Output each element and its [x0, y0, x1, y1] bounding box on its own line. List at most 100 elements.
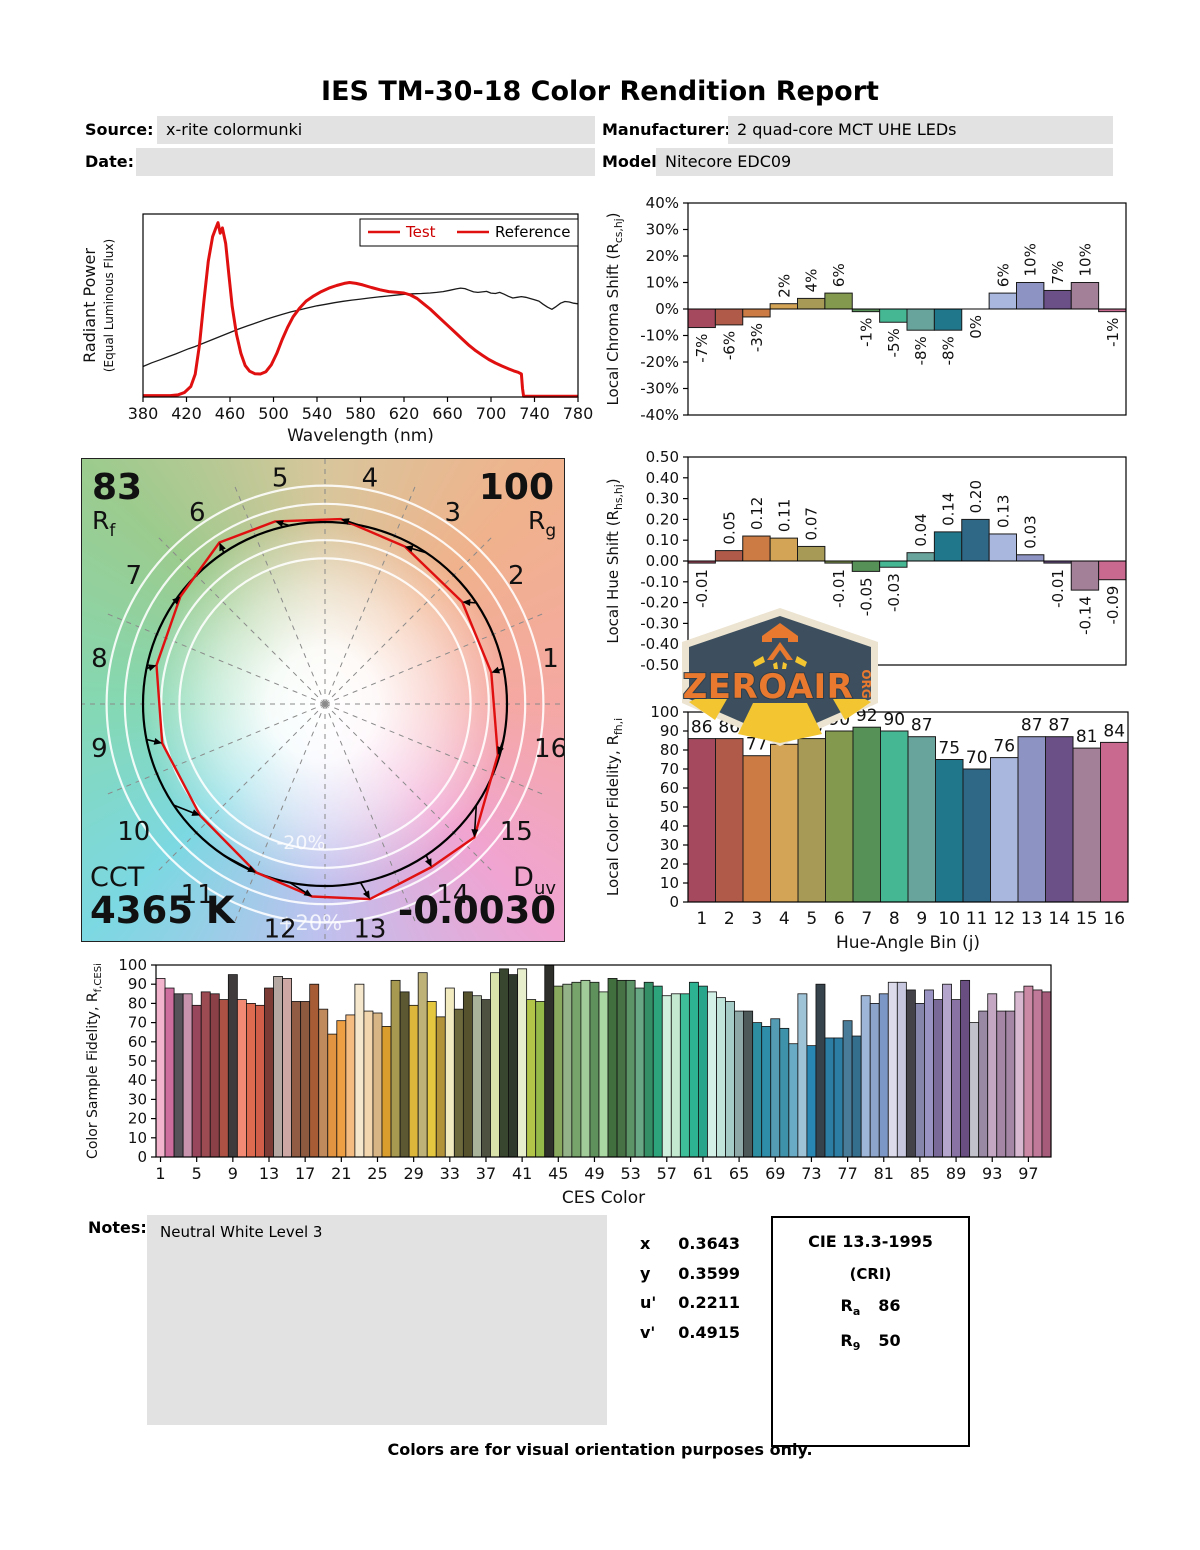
svg-text:-1%: -1% [857, 318, 875, 347]
svg-text:-7%: -7% [693, 334, 711, 363]
r9-base: R [840, 1331, 853, 1351]
chromaticity-row-v: v' 0.4915 [640, 1318, 740, 1348]
svg-text:3: 3 [751, 909, 762, 929]
svg-text:-6%: -6% [721, 331, 739, 360]
svg-text:0.20: 0.20 [646, 510, 679, 528]
svg-text:580: 580 [345, 404, 376, 423]
ra-base: R [840, 1296, 853, 1315]
svg-text:9: 9 [91, 734, 108, 764]
svg-text:13: 13 [1021, 909, 1043, 929]
svg-text:CCT: CCT [90, 862, 145, 893]
source-field: x-rite colormunki [157, 116, 595, 144]
svg-text:12: 12 [264, 915, 297, 941]
manufacturer-value: 2 quad-core MCT UHE LEDs [737, 120, 957, 139]
svg-text:540: 540 [302, 404, 333, 423]
svg-text:60: 60 [660, 779, 679, 797]
svg-text:-0.20: -0.20 [640, 594, 679, 612]
ra-sub: a [852, 1305, 861, 1319]
svg-text:4%: 4% [803, 269, 821, 293]
svg-text:7: 7 [861, 909, 872, 929]
svg-text:-3%: -3% [748, 323, 766, 352]
v-value: 0.4915 [678, 1322, 740, 1342]
svg-text:-0.10: -0.10 [640, 573, 679, 591]
svg-text:-0.03: -0.03 [885, 573, 903, 612]
svg-text:-0.14: -0.14 [1076, 596, 1094, 635]
svg-text:10: 10 [660, 874, 679, 892]
cri-subtitle: (CRI) [849, 1265, 892, 1283]
svg-text:460: 460 [215, 404, 246, 423]
svg-text:30: 30 [128, 1090, 147, 1108]
svg-text:Local Chroma Shift (Rcs,hj): Local Chroma Shift (Rcs,hj) [604, 212, 625, 405]
svg-text:0.10: 0.10 [646, 531, 679, 549]
svg-text:93: 93 [982, 1164, 1002, 1183]
svg-text:Radiant Power: Radiant Power [80, 248, 99, 363]
svg-text:0.12: 0.12 [748, 497, 766, 530]
svg-text:2: 2 [508, 561, 525, 591]
svg-text:41: 41 [512, 1164, 532, 1183]
svg-text:7: 7 [125, 561, 142, 591]
chromaticity-row-x: x 0.3643 [640, 1229, 740, 1259]
svg-text:13: 13 [353, 915, 386, 941]
svg-text:20: 20 [128, 1110, 147, 1128]
svg-text:76: 76 [993, 737, 1015, 757]
svg-text:30%: 30% [646, 221, 679, 239]
svg-text:0.20: 0.20 [967, 480, 985, 513]
svg-text:0%: 0% [967, 315, 985, 339]
svg-text:500: 500 [258, 404, 289, 423]
svg-text:77: 77 [746, 735, 768, 755]
v-label: v' [640, 1322, 656, 1342]
svg-text:0.40: 0.40 [646, 469, 679, 487]
svg-text:25: 25 [367, 1164, 387, 1183]
notes-text: Neutral White Level 3 [160, 1223, 323, 1241]
svg-text:0.07: 0.07 [803, 507, 821, 540]
svg-text:-0.01: -0.01 [1049, 569, 1067, 608]
svg-text:90: 90 [660, 722, 679, 740]
svg-text:Local Color Fidelity, Rfh,i: Local Color Fidelity, Rfh,i [604, 718, 625, 896]
u-label: u' [640, 1293, 657, 1312]
svg-text:5: 5 [192, 1164, 202, 1183]
svg-text:20: 20 [660, 855, 679, 873]
svg-text:81: 81 [1076, 727, 1098, 747]
svg-text:20%: 20% [646, 247, 679, 265]
model-label: Model: [602, 152, 664, 171]
svg-text:84: 84 [1103, 721, 1125, 741]
svg-text:6%: 6% [830, 263, 848, 287]
svg-text:21: 21 [331, 1164, 351, 1183]
svg-text:0.50: 0.50 [646, 448, 679, 466]
svg-text:6: 6 [189, 498, 206, 528]
model-value: Nitecore EDC09 [665, 152, 792, 171]
svg-text:80: 80 [660, 741, 679, 759]
svg-text:-1%: -1% [1104, 318, 1122, 347]
footer-disclaimer: Colors are for visual orientation purpos… [387, 1440, 813, 1459]
svg-text:-40%: -40% [640, 406, 679, 424]
svg-text:87: 87 [911, 716, 933, 736]
svg-text:ORG: ORG [859, 669, 873, 698]
zeroair-watermark-logo: ZEROAIR ORG [682, 608, 878, 746]
svg-text:-0.01: -0.01 [693, 569, 711, 608]
svg-text:61: 61 [693, 1164, 713, 1183]
svg-text:37: 37 [476, 1164, 496, 1183]
svg-text:-0.05: -0.05 [857, 577, 875, 616]
ra-value: 86 [878, 1296, 901, 1315]
svg-text:-0.09: -0.09 [1104, 586, 1122, 625]
svg-text:8: 8 [889, 909, 900, 929]
svg-text:10%: 10% [1076, 243, 1094, 276]
notes-box: Neutral White Level 3 [147, 1215, 607, 1425]
page-title: IES TM-30-18 Color Rendition Report [321, 76, 879, 107]
svg-text:Duv: Duv [513, 862, 556, 899]
svg-text:660: 660 [432, 404, 463, 423]
svg-text:-30%: -30% [640, 380, 679, 398]
svg-text:-8%: -8% [912, 336, 930, 365]
svg-text:Hue-Angle Bin (j): Hue-Angle Bin (j) [836, 933, 980, 953]
svg-text:380: 380 [128, 404, 159, 423]
svg-text:0.03: 0.03 [1022, 515, 1040, 548]
svg-text:14: 14 [436, 880, 469, 910]
svg-text:15: 15 [1076, 909, 1098, 929]
svg-text:0.00: 0.00 [646, 552, 679, 570]
svg-text:100: 100 [118, 956, 147, 974]
svg-text:40: 40 [128, 1071, 147, 1089]
svg-text:4: 4 [362, 463, 379, 493]
svg-text:1: 1 [155, 1164, 165, 1183]
